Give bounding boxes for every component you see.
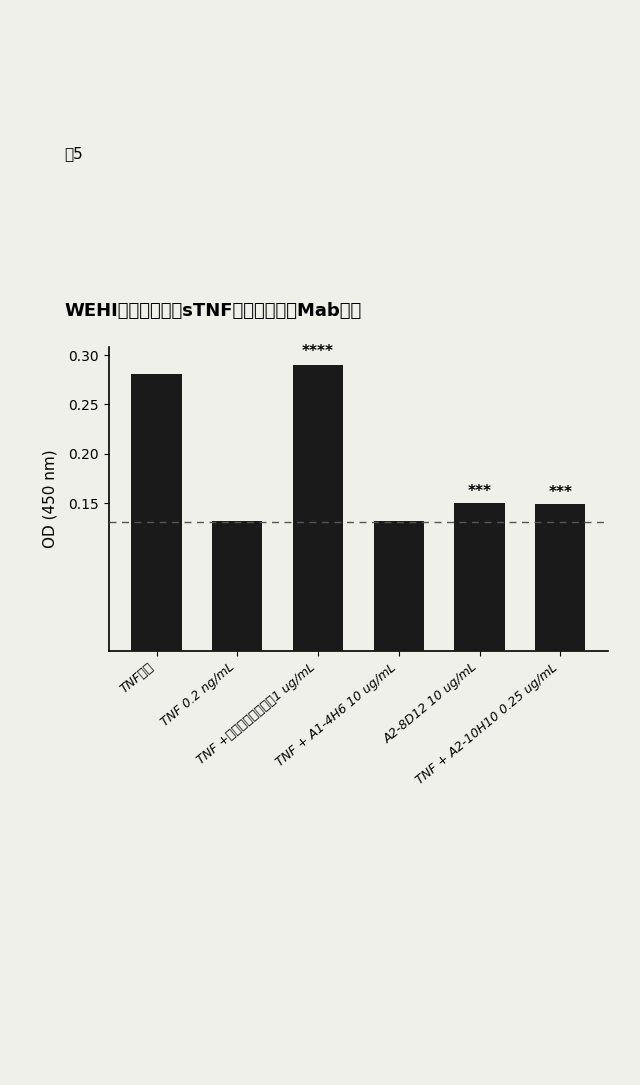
Text: ***: *** xyxy=(468,484,492,499)
Bar xyxy=(293,365,343,651)
Bar xyxy=(212,521,262,651)
Y-axis label: OD (450 nm): OD (450 nm) xyxy=(42,450,57,548)
Bar xyxy=(454,503,504,651)
Text: WEHI細胞におけるsTNF細胞傷害性のMab抑制: WEHI細胞におけるsTNF細胞傷害性のMab抑制 xyxy=(64,302,361,320)
Text: ***: *** xyxy=(548,485,572,500)
Bar xyxy=(131,374,182,651)
Text: ****: **** xyxy=(302,344,334,359)
Bar xyxy=(535,505,586,651)
Text: 図5: 図5 xyxy=(64,146,83,162)
Bar xyxy=(374,521,424,651)
